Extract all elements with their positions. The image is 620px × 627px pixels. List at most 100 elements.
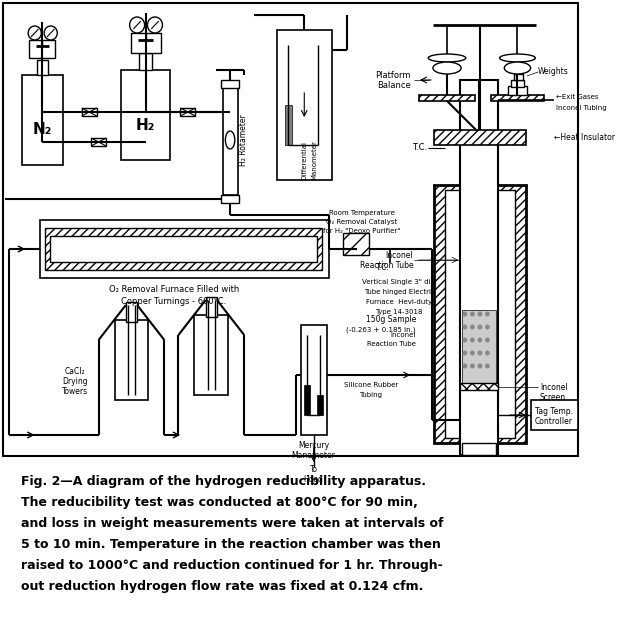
Text: Mercury: Mercury xyxy=(298,441,329,450)
Circle shape xyxy=(470,364,475,369)
Text: O₂ Removal Catalyst: O₂ Removal Catalyst xyxy=(326,219,397,225)
Text: H₂: H₂ xyxy=(136,117,155,132)
Circle shape xyxy=(463,325,467,330)
Text: Inconel: Inconel xyxy=(386,251,413,260)
Bar xyxy=(462,443,496,455)
Ellipse shape xyxy=(433,62,461,74)
Bar xyxy=(40,220,329,278)
Bar xyxy=(460,80,498,455)
Circle shape xyxy=(44,26,57,40)
Text: Copper Turnings - 600°C.: Copper Turnings - 600°C. xyxy=(121,297,226,307)
Text: out reduction hydrogen flow rate was fixed at 0.124 cfm.: out reduction hydrogen flow rate was fix… xyxy=(20,580,423,593)
Text: Vertical Single 3" dia.: Vertical Single 3" dia. xyxy=(361,279,436,285)
Text: Tag Temp.: Tag Temp. xyxy=(535,408,573,416)
Text: Hood: Hood xyxy=(304,475,324,485)
Text: Manometer: Manometer xyxy=(292,451,335,460)
Text: 150g Sample: 150g Sample xyxy=(366,315,416,325)
Bar xyxy=(221,80,239,88)
Bar xyxy=(29,40,55,58)
Circle shape xyxy=(485,337,490,342)
Text: The reducibility test was conducted at 800°C for 90 min,: The reducibility test was conducted at 8… xyxy=(20,496,417,509)
Bar xyxy=(514,74,523,80)
Text: O₂ Removal Furnace Filled with: O₂ Removal Furnace Filled with xyxy=(108,285,239,295)
Circle shape xyxy=(148,17,162,33)
Bar xyxy=(285,105,292,145)
Bar xyxy=(121,70,170,160)
Text: Type 14-3018: Type 14-3018 xyxy=(375,309,423,315)
Bar xyxy=(317,395,323,415)
Text: Reaction Tube: Reaction Tube xyxy=(360,260,413,270)
Text: Manometer: Manometer xyxy=(312,140,317,180)
Bar xyxy=(445,190,515,438)
Bar xyxy=(195,315,228,395)
Circle shape xyxy=(477,364,482,369)
Text: raised to 1000°C and reduction continued for 1 hr. Through-: raised to 1000°C and reduction continued… xyxy=(20,559,443,572)
Circle shape xyxy=(470,312,475,317)
Circle shape xyxy=(485,312,490,317)
Bar xyxy=(419,95,475,101)
Text: Furnace  Hevi-duty: Furnace Hevi-duty xyxy=(366,299,432,305)
Circle shape xyxy=(463,364,467,369)
Text: Screen: Screen xyxy=(540,393,566,401)
Circle shape xyxy=(477,312,482,317)
Text: Room Temperature: Room Temperature xyxy=(329,210,394,216)
Bar xyxy=(304,385,310,415)
Bar xyxy=(3,3,578,456)
Bar xyxy=(115,320,148,400)
Bar xyxy=(531,400,578,430)
Text: T.C.: T.C. xyxy=(412,144,427,152)
Bar xyxy=(180,108,195,116)
Text: Tube hinged Electric: Tube hinged Electric xyxy=(364,289,435,295)
Bar xyxy=(460,383,498,390)
Text: ←Heat Insulator: ←Heat Insulator xyxy=(554,132,615,142)
Circle shape xyxy=(28,26,42,40)
Bar xyxy=(91,138,106,146)
Bar xyxy=(131,33,161,53)
Bar xyxy=(50,236,317,262)
Bar xyxy=(22,75,63,165)
Bar xyxy=(82,108,97,116)
Bar xyxy=(508,86,527,95)
Text: Differential: Differential xyxy=(301,140,308,179)
Bar xyxy=(37,60,48,75)
Ellipse shape xyxy=(428,54,466,62)
Text: Platform: Platform xyxy=(375,70,410,80)
Circle shape xyxy=(463,337,467,342)
Text: N₂: N₂ xyxy=(33,122,52,137)
Text: CaCl₂: CaCl₂ xyxy=(65,367,86,376)
Circle shape xyxy=(470,337,475,342)
Text: Silicone Rubber: Silicone Rubber xyxy=(344,382,398,388)
Bar xyxy=(139,53,152,70)
Bar xyxy=(206,297,217,317)
Circle shape xyxy=(463,350,467,356)
Text: 5 to 10 min. Temperature in the reaction chamber was then: 5 to 10 min. Temperature in the reaction… xyxy=(20,538,441,551)
Bar xyxy=(221,195,239,203)
Text: (-0.263 + 0.185 in.): (-0.263 + 0.185 in.) xyxy=(347,327,416,333)
Text: and loss in weight measurements were taken at intervals of: and loss in weight measurements were tak… xyxy=(20,517,443,530)
Text: H₂ Rotameter: H₂ Rotameter xyxy=(239,114,248,166)
Circle shape xyxy=(470,350,475,356)
Text: for H₂ "Deoxo Purifier": for H₂ "Deoxo Purifier" xyxy=(323,228,401,234)
Circle shape xyxy=(130,17,144,33)
Text: Inconel: Inconel xyxy=(540,382,568,391)
Circle shape xyxy=(477,337,482,342)
Text: Inconel: Inconel xyxy=(391,332,416,338)
Text: Weights: Weights xyxy=(538,68,569,76)
Bar xyxy=(277,30,332,180)
Text: Drying: Drying xyxy=(63,377,88,386)
Bar xyxy=(45,228,322,270)
Text: Controller: Controller xyxy=(535,418,573,426)
Bar xyxy=(511,80,524,87)
Bar xyxy=(434,130,526,145)
Ellipse shape xyxy=(226,131,235,149)
Text: Tubing: Tubing xyxy=(360,392,383,398)
Text: Reaction Tube: Reaction Tube xyxy=(367,341,416,347)
Bar xyxy=(462,310,496,385)
Bar xyxy=(491,95,544,101)
Bar xyxy=(126,302,137,322)
Ellipse shape xyxy=(500,54,535,62)
Text: ←Exit Gases: ←Exit Gases xyxy=(556,94,598,100)
Bar xyxy=(343,233,369,255)
Text: Fig. 2—A diagram of the hydrogen reducibility apparatus.: Fig. 2—A diagram of the hydrogen reducib… xyxy=(20,475,426,488)
Bar xyxy=(301,325,327,435)
